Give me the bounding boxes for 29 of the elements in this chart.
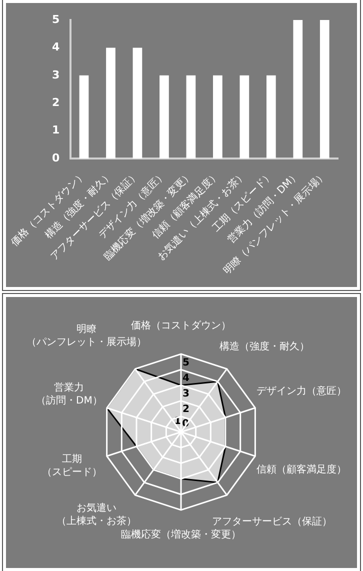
spoke-label: アフターサービス（保証） (212, 515, 332, 528)
bar (213, 75, 222, 159)
y-tick-label: 5 (52, 12, 60, 26)
spoke-label: 価格（コストダウン） (131, 320, 231, 332)
y-tick-label: 2 (182, 404, 190, 416)
bar (186, 75, 196, 159)
bar (132, 48, 142, 159)
bar (266, 75, 276, 159)
spoke-label: 構造（強度・耐久） (220, 340, 310, 352)
bar (240, 75, 250, 159)
y-tick-label: 0 (52, 151, 60, 164)
y-tick-label: 1 (52, 124, 60, 137)
y-tick-label: 3 (52, 68, 60, 82)
spoke-label: 営業力（訪問・DM） (36, 381, 102, 406)
spoke-label: 信頼（顧客満足度） (256, 463, 347, 476)
spoke-label: お気遣い（上棟式・お茶） (56, 502, 137, 528)
spoke-label: デザイン力（意匠） (256, 384, 347, 397)
y-tick-label: 3 (182, 388, 190, 400)
y-tick-label: 4 (52, 40, 60, 54)
bar (106, 48, 116, 159)
y-tick-label: 4 (182, 372, 190, 384)
bar (293, 20, 303, 159)
y-tick-label: 5 (182, 357, 190, 368)
bar (160, 75, 169, 159)
y-tick-label: 2 (52, 96, 60, 109)
bar (79, 75, 89, 159)
spoke-label: 工期（スピード） (42, 452, 102, 478)
bar (320, 20, 330, 159)
spoke-label: 臨機応変（増改築・変更） (121, 528, 241, 541)
